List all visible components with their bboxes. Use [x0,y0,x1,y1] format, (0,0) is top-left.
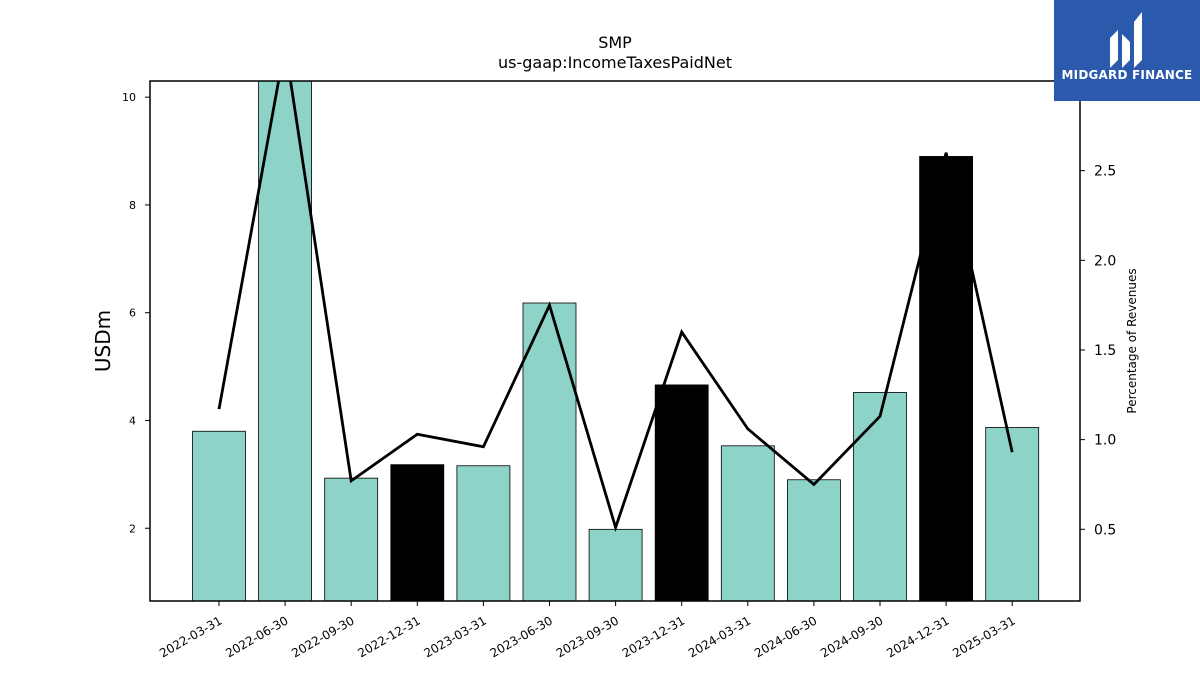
y2-tick-label: 1.0 [1094,433,1116,449]
logo-text: MIDGARD FINANCE [1061,68,1193,82]
y-tick-label: 6 [129,307,136,320]
x-tick-label: 2022-09-30 [289,613,356,660]
bar-2024-09-30 [853,392,907,601]
y-tick-label: 8 [129,199,136,212]
x-tick-label: 2023-09-30 [554,613,621,660]
y2-axis-label: Percentage of Revenues [1125,268,1139,413]
x-tick-label: 2024-12-31 [884,613,951,660]
y-axis-label: USDm [91,310,115,372]
bar-2023-09-30 [588,528,643,601]
chart-subtitle: us-gaap:IncomeTaxesPaidNet [498,53,732,72]
bar-2023-06-30 [522,302,577,601]
logo: MIDGARD FINANCE [1054,0,1200,101]
bar-2023-03-31 [456,465,511,601]
logo-mark-icon [1110,12,1142,68]
x-tick-label: 2022-06-30 [223,613,290,660]
bar-2023-12-31 [654,384,709,601]
x-tick-label: 2023-12-31 [620,613,687,660]
line-percentage-of-revenues [217,81,1014,533]
x-tick-label: 2024-03-31 [686,613,753,660]
bar-2024-03-31 [720,445,775,601]
y2-tick-label: 0.5 [1094,522,1116,538]
x-tick-label: 2022-03-31 [157,613,224,660]
y2-tick-label: 1.5 [1094,343,1116,359]
x-tick-label: 2025-03-31 [950,613,1017,660]
x-tick-label: 2024-06-30 [752,613,819,660]
bar-2022-03-31 [192,430,246,601]
y2-tick-label: 2.0 [1094,253,1116,269]
x-tick-label: 2022-12-31 [355,613,422,660]
bar-2025-03-31 [985,427,1040,601]
bar-2024-06-30 [787,479,841,601]
x-tick-label: 2024-09-30 [818,613,885,660]
x-tick-label: 2023-06-30 [488,613,555,660]
x-tick-label: 2023-03-31 [421,613,488,660]
y-tick-label: 2 [129,522,136,535]
y-tick-label: 10 [122,91,136,104]
bar-2022-09-30 [324,477,379,601]
y-tick-label: 4 [129,414,136,427]
bar-2022-12-31 [390,464,445,601]
y2-tick-label: 2.5 [1094,164,1116,180]
chart-title: SMP [598,33,632,52]
plot-frame [149,80,1081,602]
